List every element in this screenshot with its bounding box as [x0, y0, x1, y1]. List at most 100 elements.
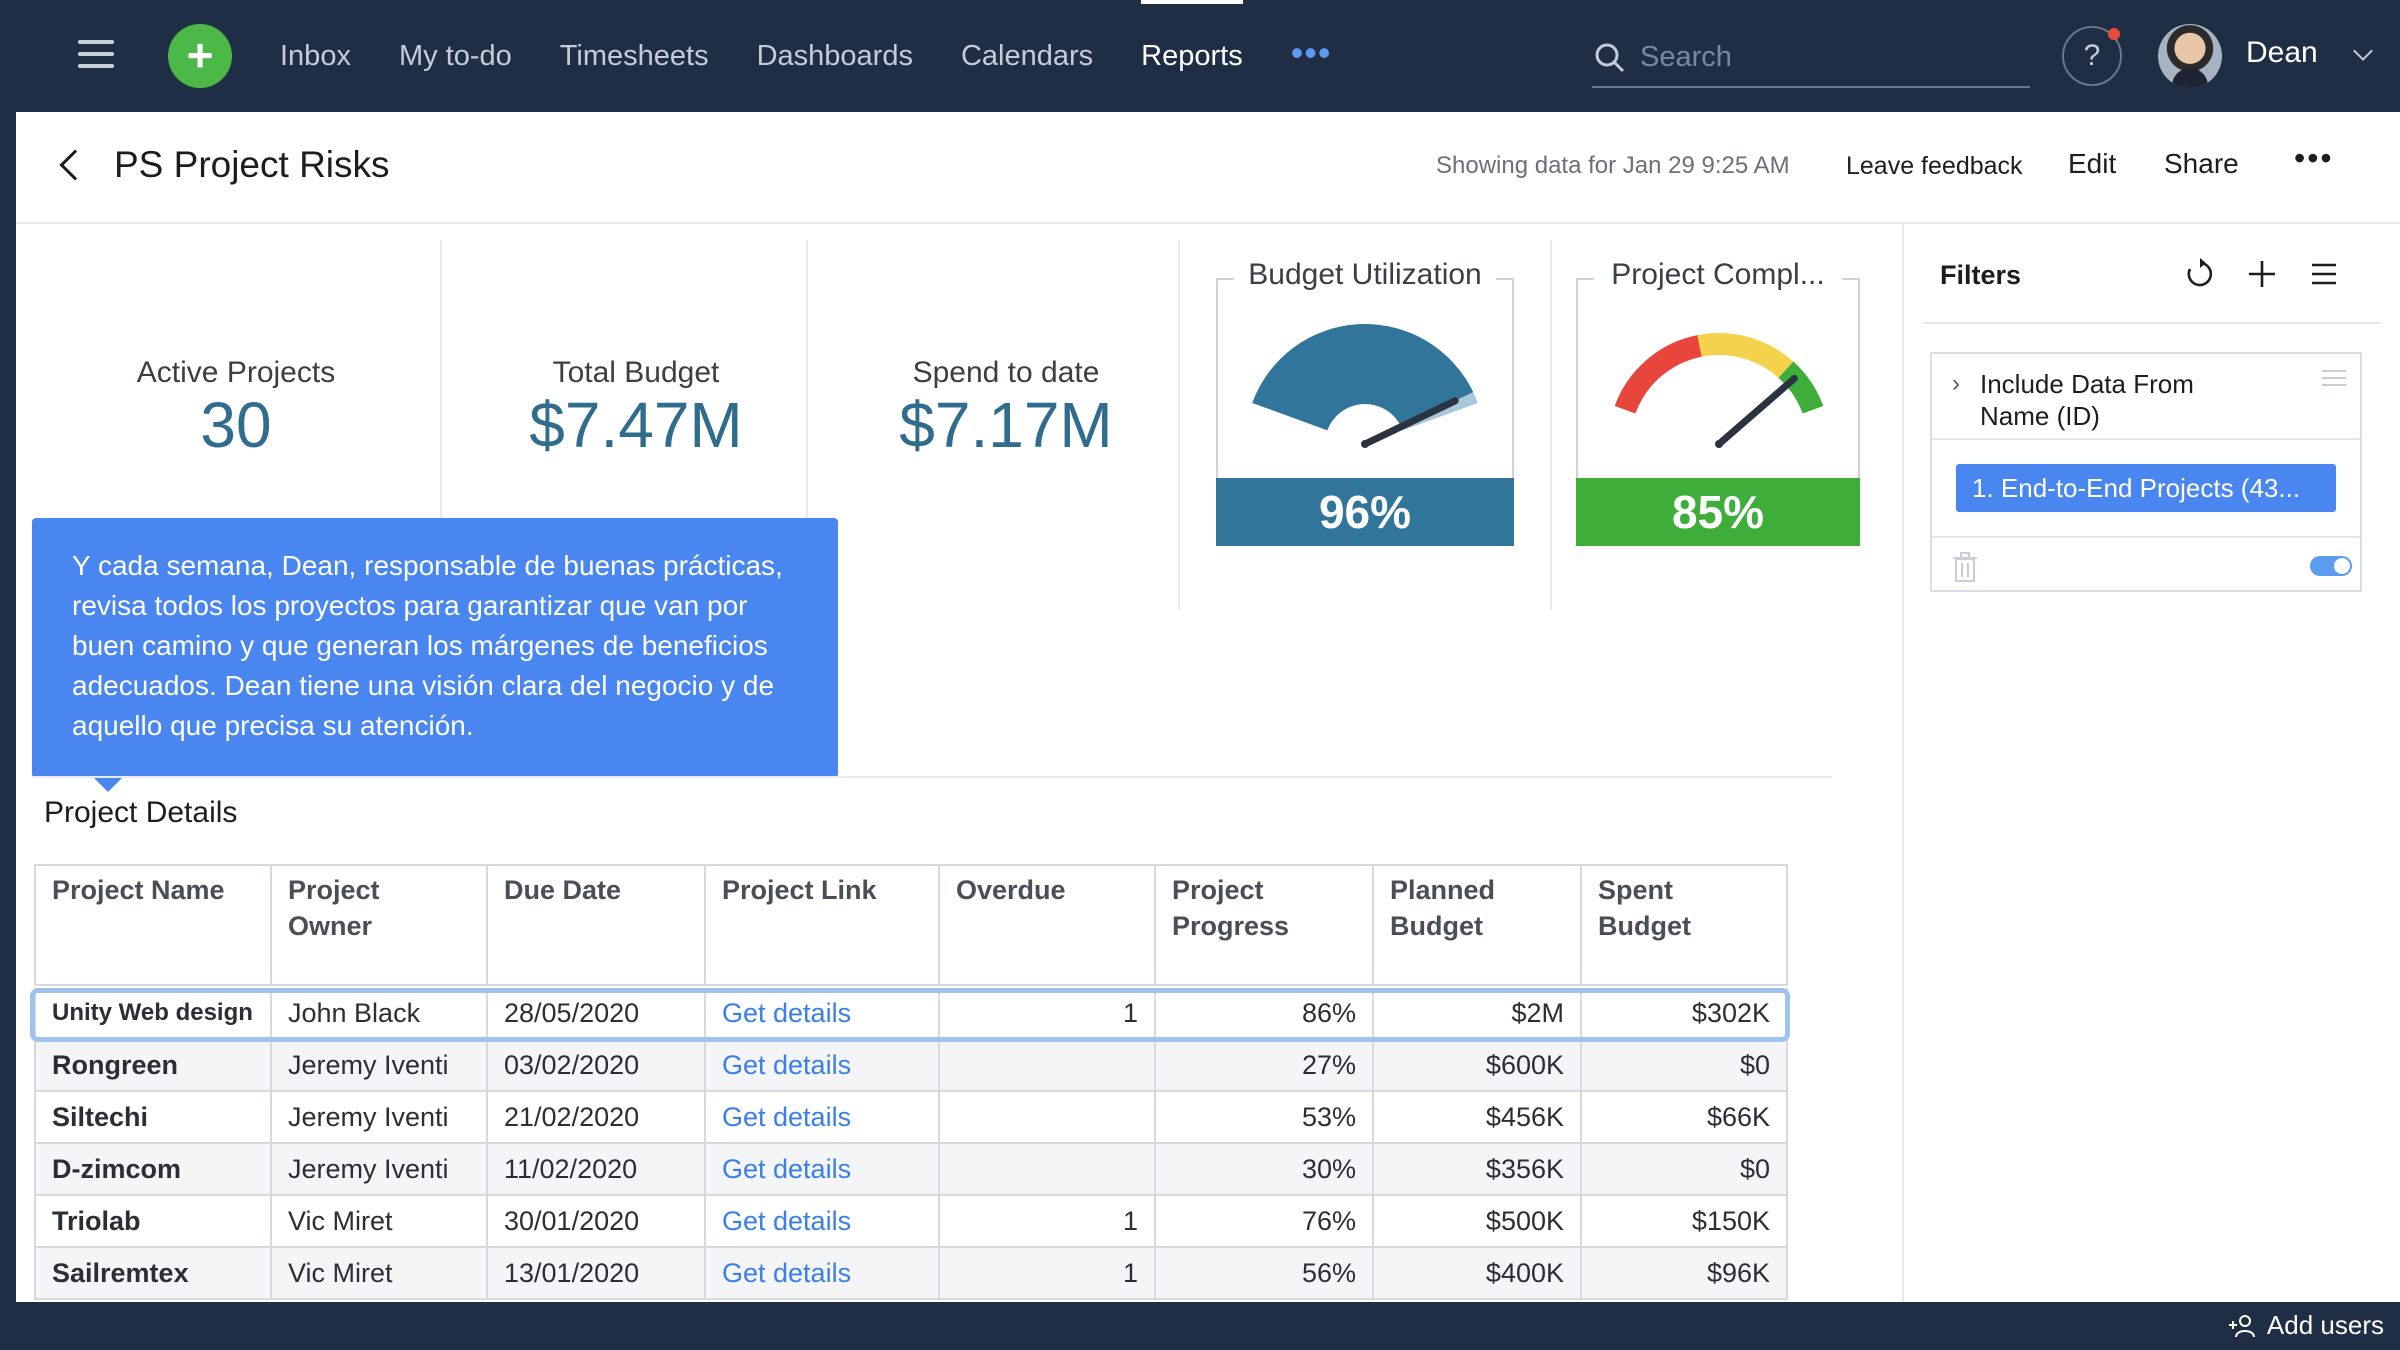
avatar[interactable] [2158, 24, 2222, 88]
get-details-link[interactable]: Get details [706, 1248, 940, 1300]
nav-reports[interactable]: Reports [1141, 0, 1243, 112]
divider [1178, 240, 1180, 610]
table-row[interactable]: Unity Web design John Black 28/05/2020 Get … [34, 988, 1788, 1040]
table-cell: Sailremtex [34, 1248, 272, 1300]
divider [806, 240, 808, 610]
user-name[interactable]: Dean [2246, 36, 2318, 69]
filter-card: › Include Data From Name (ID) 1. End-to-… [1930, 352, 2362, 592]
table-cell: $500K [1374, 1196, 1582, 1248]
kpi-total-budget: Total Budget $7.47M [466, 356, 806, 460]
table-cell: 30/01/2020 [488, 1196, 706, 1248]
table-row[interactable]: Siltechi Jeremy Iventi 21/02/2020 Get detai… [34, 1092, 1788, 1144]
budget-utilization-gauge: Budget Utilization 96% [1216, 258, 1514, 558]
filter-value-chip[interactable]: 1. End-to-End Projects (43... [1956, 464, 2336, 512]
table-cell: 76% [1156, 1196, 1374, 1248]
gauge-title-text: Project Compl... [1601, 258, 1835, 291]
column-header[interactable]: Overdue [940, 864, 1156, 986]
table-cell [940, 1144, 1156, 1196]
table-cell: $0 [1582, 1040, 1788, 1092]
back-icon[interactable] [59, 149, 91, 181]
get-details-link[interactable]: Get details [706, 1092, 940, 1144]
gauge-value-bar: 96% [1216, 478, 1514, 546]
table-cell: $2M [1374, 988, 1582, 1040]
table-row[interactable]: Sailremtex Vic Miret 13/01/2020 Get details… [34, 1248, 1788, 1300]
chevron-down-icon[interactable] [2353, 41, 2373, 61]
filter-menu-icon[interactable] [2304, 254, 2344, 294]
add-users-button[interactable]: Add users [2225, 1310, 2384, 1341]
table-header-row: Project Name Project Owner Due Date Proj… [34, 864, 1788, 986]
drag-handle-icon[interactable] [2322, 370, 2346, 391]
table-cell: 11/02/2020 [488, 1144, 706, 1196]
table-row[interactable]: Rongreen Jeremy Iventi 03/02/2020 Get detai… [34, 1040, 1788, 1092]
nav-timesheets[interactable]: Timesheets [559, 40, 709, 72]
search-input[interactable]: Search [1592, 32, 2030, 88]
section-title: Project Details [44, 796, 238, 829]
get-details-link[interactable]: Get details [706, 1040, 940, 1092]
kpi-value: 30 [200, 389, 272, 461]
table-cell: 1 [940, 988, 1156, 1040]
nav-dashboards[interactable]: Dashboards [756, 40, 913, 72]
menu-icon[interactable] [78, 40, 114, 70]
divider [1550, 240, 1552, 610]
table-cell: $302K [1582, 988, 1788, 1040]
more-options-icon[interactable]: ••• [2294, 140, 2334, 176]
get-details-link[interactable]: Get details [706, 988, 940, 1040]
table-cell: 1 [940, 1196, 1156, 1248]
table-cell: 53% [1156, 1092, 1374, 1144]
divider [1932, 536, 2360, 538]
table-cell: Jeremy Iventi [272, 1144, 488, 1196]
main-nav: Inbox My to-do Timesheets Dashboards Cal… [280, 0, 1332, 112]
help-button[interactable]: ? [2062, 26, 2122, 86]
column-header[interactable]: Project Name [34, 864, 272, 986]
reset-icon[interactable] [2180, 254, 2220, 294]
get-details-link[interactable]: Get details [706, 1196, 940, 1248]
table-cell: $0 [1582, 1144, 1788, 1196]
nav-more-icon[interactable]: ••• [1290, 32, 1332, 73]
edit-button[interactable]: Edit [2068, 148, 2117, 179]
report-panel: PS Project Risks Showing data for Jan 29… [16, 112, 2400, 1302]
column-header[interactable]: Project Link [706, 864, 940, 986]
nav-my-todo[interactable]: My to-do [398, 40, 512, 72]
walkthrough-tooltip: Y cada semana, Dean, responsable de buen… [32, 518, 838, 792]
trash-icon[interactable] [1950, 550, 1980, 584]
table-cell: 86% [1156, 988, 1374, 1040]
column-header[interactable]: Project Progress [1156, 864, 1374, 986]
filter-toggle[interactable] [2310, 556, 2352, 576]
column-header[interactable]: Planned Budget [1374, 864, 1582, 986]
column-header[interactable]: Due Date [488, 864, 706, 986]
nav-inbox[interactable]: Inbox [280, 40, 351, 72]
table-cell: $356K [1374, 1144, 1582, 1196]
kpi-label: Active Projects [136, 356, 336, 389]
table-cell: $456K [1374, 1092, 1582, 1144]
filter-label[interactable]: Include Data From Name (ID) [1980, 369, 2194, 431]
share-button[interactable]: Share [2164, 148, 2239, 179]
divider [440, 240, 442, 610]
table-row[interactable]: D-zimcom Jeremy Iventi 11/02/2020 Get detai… [34, 1144, 1788, 1196]
table-cell: $66K [1582, 1092, 1788, 1144]
add-filter-icon[interactable] [2242, 254, 2282, 294]
table-cell: Unity Web design [34, 988, 272, 1040]
divider [1924, 322, 2380, 324]
chevron-right-icon[interactable]: › [1952, 370, 1960, 397]
data-timestamp: Showing data for Jan 29 9:25 AM [1436, 152, 1790, 179]
nav-calendars[interactable]: Calendars [960, 40, 1094, 72]
gauge-title: Project Compl... [1576, 258, 1860, 292]
table-cell: Jeremy Iventi [272, 1092, 488, 1144]
add-users-label: Add users [2266, 1310, 2384, 1340]
table-cell: 27% [1156, 1040, 1374, 1092]
leave-feedback-link[interactable]: Leave feedback [1846, 152, 2023, 180]
search-icon [1595, 43, 1625, 73]
table-cell: 13/01/2020 [488, 1248, 706, 1300]
table-cell: 30% [1156, 1144, 1374, 1196]
kpi-value: $7.47M [529, 389, 743, 461]
column-header[interactable]: Project Owner [272, 864, 488, 986]
kpi-label: Spend to date [912, 356, 1100, 389]
table-cell: Siltechi [34, 1092, 272, 1144]
create-new-button[interactable]: + [168, 24, 232, 88]
table-cell: Rongreen [34, 1040, 272, 1092]
column-header[interactable]: Spent Budget [1582, 864, 1788, 986]
get-details-link[interactable]: Get details [706, 1144, 940, 1196]
table-row[interactable]: Triolab Vic Miret 30/01/2020 Get details 1 76… [34, 1196, 1788, 1248]
notification-dot [2108, 28, 2120, 40]
table-cell: 03/02/2020 [488, 1040, 706, 1092]
